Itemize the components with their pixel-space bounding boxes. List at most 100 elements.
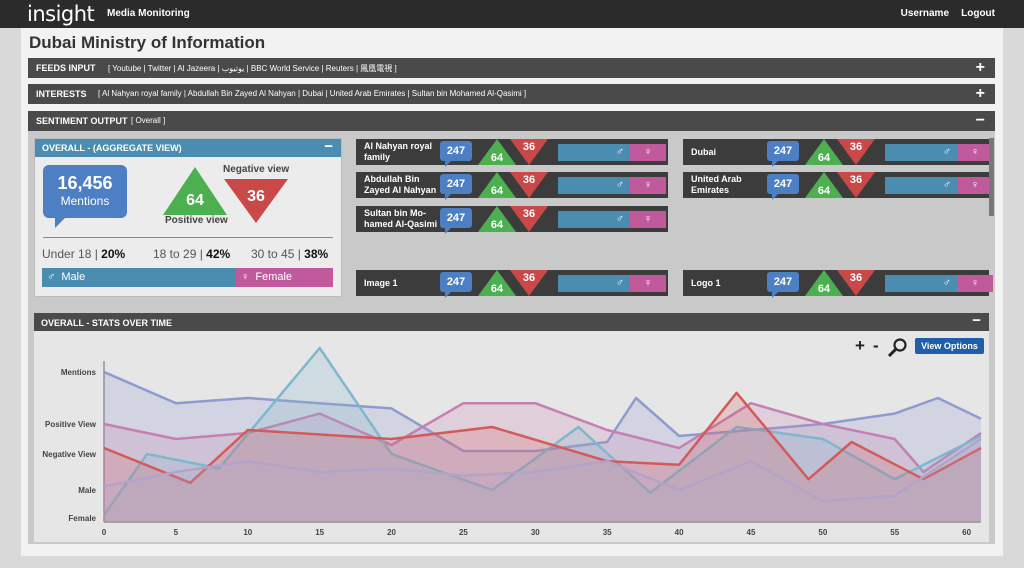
series-area	[104, 348, 981, 522]
x-tick-label: 5	[174, 528, 179, 537]
male-label: Male	[61, 271, 86, 283]
entity-negative-triangle: 36	[510, 172, 548, 198]
age-value: 38%	[304, 247, 329, 261]
entity-label: Abdullah Bin Zayed Al Nahyan	[364, 174, 437, 195]
female-icon: ♀	[241, 271, 250, 283]
series-line	[103, 437, 982, 503]
entity-negative-triangle: 36	[837, 139, 875, 165]
sentiment-output-title: SENTIMENT OUTPUT	[36, 116, 128, 126]
entity-label: Image 1	[364, 278, 398, 288]
entity-negative-value: 36	[850, 141, 862, 153]
entity-row[interactable]: Dubai 247 64 36 ♂ ♀	[683, 139, 993, 167]
series-area	[104, 392, 981, 522]
view-options-button[interactable]: View Options	[915, 338, 984, 354]
entity-label: United Arab Emirates	[691, 174, 742, 195]
entity-mentions-badge: 247	[767, 272, 799, 298]
interests-list: [ Al Nahyan royal family | Abdullah Bin …	[98, 89, 527, 98]
entity-row[interactable]: Logo 1 247 64 36 ♂ ♀	[683, 270, 993, 298]
page-title: Dubai Ministry of Information	[29, 33, 266, 52]
entity-label: Sultan bin Mo-hamed Al-Qasimi	[364, 208, 438, 229]
x-tick-label: 15	[315, 528, 324, 537]
entity-negative-triangle: 36	[510, 206, 548, 232]
positive-triangle: 64	[163, 167, 227, 215]
sentiment-output-bar[interactable]: SENTIMENT OUTPUT [ Overall ] −	[28, 111, 995, 131]
aggregate-view-header: OVERALL - (AGGREGATE VIEW) −	[35, 138, 341, 157]
entity-mentions-badge: 247	[440, 174, 472, 200]
expand-interests-button[interactable]: +	[975, 85, 985, 102]
entity-negative-value: 36	[523, 174, 535, 186]
entity-positive-value: 64	[818, 185, 831, 197]
stats-over-time-header: OVERALL - STATS OVER TIME −	[34, 312, 989, 331]
expand-feeds-button[interactable]: +	[975, 59, 985, 76]
male-icon: ♂	[558, 177, 630, 194]
magnifier-icon[interactable]	[887, 337, 909, 357]
female-icon: ♀	[630, 275, 666, 292]
mentions-badge: 16,456 Mentions	[43, 165, 127, 228]
entity-positive-value: 64	[491, 185, 504, 197]
mentions-label: Mentions	[60, 194, 110, 208]
zoom-out-button[interactable]: -	[873, 336, 879, 355]
age-label: Under 18 |	[42, 247, 102, 261]
series-area	[104, 403, 981, 522]
entity-positive-triangle: 64	[478, 139, 516, 165]
x-tick-label: 60	[962, 528, 971, 537]
entity-row[interactable]: Image 1 247 64 36 ♂ ♀	[356, 270, 668, 298]
series-line	[103, 391, 982, 485]
app-name[interactable]: Media Monitoring	[107, 8, 190, 19]
username-link[interactable]: Username	[900, 8, 949, 19]
entity-gender-bar: ♂ ♀	[558, 144, 666, 161]
entity-positive-triangle: 64	[478, 270, 516, 296]
entity-negative-value: 36	[523, 141, 535, 153]
feeds-input-bar[interactable]: FEEDS INPUT [ Youtube | Twitter | Al Jaz…	[28, 58, 995, 78]
entity-row[interactable]: Sultan bin Mo-hamed Al-Qasimi 247 64 36 …	[356, 206, 668, 234]
mentions-count: 16,456	[57, 173, 113, 193]
positive-value: 64	[186, 192, 204, 209]
entity-row[interactable]: United Arab Emirates 247 64 36 ♂ ♀	[683, 172, 993, 200]
x-tick-label: 40	[675, 528, 684, 537]
gender-bar: ♂ Male ♀ Female	[42, 268, 333, 287]
logout-link[interactable]: Logout	[961, 8, 995, 19]
negative-value: 36	[247, 188, 265, 205]
entity-row[interactable]: Abdullah Bin Zayed Al Nahyan 247 64 36 ♂…	[356, 172, 668, 200]
aggregate-view-panel: OVERALL - (AGGREGATE VIEW) − 16,456 Ment…	[34, 138, 342, 297]
age-label: 18 to 29 |	[153, 247, 207, 261]
entity-positive-value: 64	[491, 219, 504, 231]
entity-positive-triangle: 64	[478, 206, 516, 232]
entity-negative-value: 36	[523, 208, 535, 220]
collapse-aggregate-button[interactable]: −	[324, 138, 333, 155]
female-icon: ♀	[630, 144, 666, 161]
entity-negative-value: 36	[850, 272, 862, 284]
age-value: 42%	[206, 247, 231, 261]
male-icon: ♂	[885, 275, 957, 292]
insight-logo[interactable]: insight	[27, 2, 95, 26]
collapse-stats-button[interactable]: −	[972, 312, 981, 329]
entity-negative-triangle: 36	[837, 270, 875, 296]
male-icon: ♂	[47, 271, 56, 283]
entity-label: Al Nahyan royal family	[364, 141, 433, 162]
series-line	[103, 370, 982, 453]
y-tick-label: Male	[78, 486, 96, 495]
negative-view-label: Negative view	[223, 164, 290, 175]
interests-bar[interactable]: INTERESTS [ Al Nahyan royal family | Abd…	[28, 84, 995, 104]
aggregate-view-title: OVERALL - (AGGREGATE VIEW)	[42, 143, 182, 153]
female-label: Female	[255, 271, 293, 283]
sentiment-scope: [ Overall ]	[131, 116, 166, 125]
entity-row[interactable]: Al Nahyan royal family 247 64 36 ♂ ♀	[356, 139, 668, 167]
entity-positive-triangle: 64	[478, 172, 516, 198]
age-label: 30 to 45 |	[251, 247, 305, 261]
entity-negative-triangle: 36	[837, 172, 875, 198]
entity-negative-triangle: 36	[510, 139, 548, 165]
female-segment: ♀ Female	[236, 268, 333, 287]
female-icon: ♀	[957, 275, 993, 292]
zoom-in-button[interactable]: +	[855, 336, 865, 355]
age-value: 20%	[101, 247, 126, 261]
entity-positive-triangle: 64	[805, 139, 843, 165]
entity-mentions-badge: 247	[767, 141, 799, 167]
sentiment-scrollbar[interactable]	[989, 138, 994, 216]
female-icon: ♀	[957, 144, 993, 161]
interests-title: INTERESTS	[36, 89, 87, 99]
collapse-sentiment-button[interactable]: −	[975, 112, 985, 129]
female-icon: ♀	[630, 211, 666, 228]
x-tick-label: 20	[387, 528, 396, 537]
age-group-under-18: Under 18 | 20%	[42, 247, 125, 261]
